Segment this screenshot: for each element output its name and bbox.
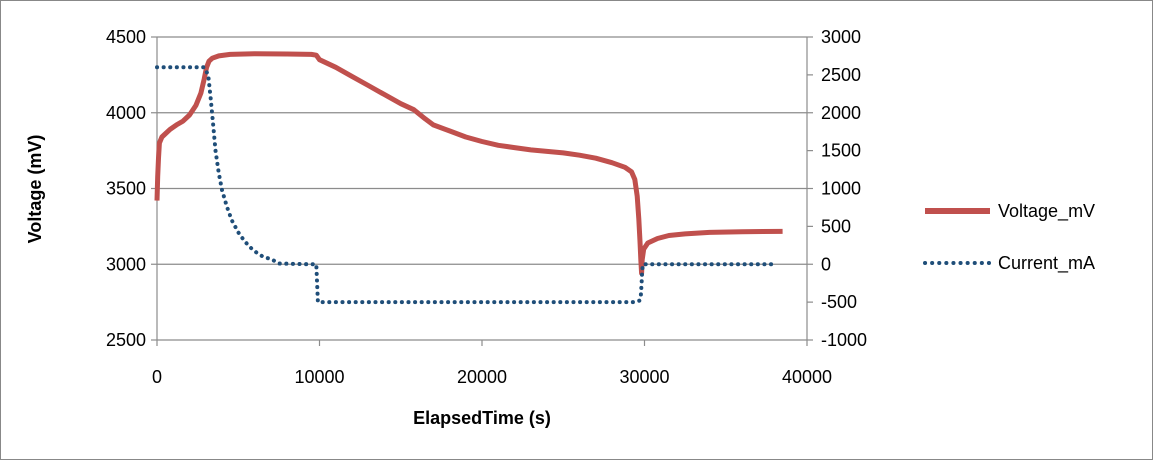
y2-tick-label: -500 — [821, 292, 857, 312]
y-tick-label: 3000 — [106, 254, 146, 274]
x-axis-title: ElapsedTime (s) — [413, 408, 551, 428]
legend-voltage-label: Voltage_mV — [998, 201, 1095, 222]
series-line-voltage_mv — [154, 51, 783, 276]
y2-tick-label: 2000 — [821, 103, 861, 123]
y2-tick-label: -1000 — [821, 330, 867, 350]
y-tick-label: 3500 — [106, 179, 146, 199]
y2-tick-label: 3000 — [821, 27, 861, 47]
y-tick-label: 4500 — [106, 27, 146, 47]
y2-tick-label: 500 — [821, 216, 851, 236]
x-tick-label: 20000 — [457, 367, 507, 387]
y2-tick-label: 2500 — [821, 65, 861, 85]
y-tick-label: 2500 — [106, 330, 146, 350]
y2-tick-label: 1500 — [821, 141, 861, 161]
x-tick-label: 30000 — [619, 367, 669, 387]
x-tick-label: 40000 — [782, 367, 832, 387]
legend-current-label: Current_mA — [998, 253, 1095, 274]
x-tick-label: 10000 — [294, 367, 344, 387]
y-tick-label: 4000 — [106, 103, 146, 123]
y2-tick-label: 0 — [821, 254, 831, 274]
legend: Voltage_mV Current_mA — [923, 201, 1095, 274]
series-layer — [154, 51, 783, 305]
tick-labels: 2500 3000 3500 4000 4500 -1000 -500 0 500 1000 150… — [106, 27, 867, 387]
y2-tick-label: 1000 — [821, 179, 861, 199]
axes — [151, 36, 813, 346]
y-axis-title: Voltage (mV) — [25, 135, 45, 244]
series-line-current_ma — [155, 65, 777, 305]
x-tick-label: 0 — [152, 367, 162, 387]
